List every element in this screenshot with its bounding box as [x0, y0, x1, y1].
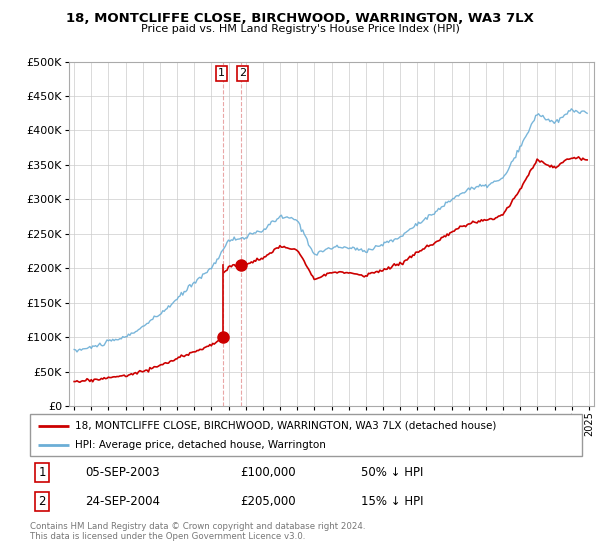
Text: Contains HM Land Registry data © Crown copyright and database right 2024.
This d: Contains HM Land Registry data © Crown c… — [30, 522, 365, 542]
Text: £100,000: £100,000 — [240, 465, 295, 479]
Text: 05-SEP-2003: 05-SEP-2003 — [85, 465, 160, 479]
Text: 1: 1 — [38, 465, 46, 479]
Text: 1: 1 — [218, 68, 225, 78]
Text: £205,000: £205,000 — [240, 495, 295, 508]
Text: 18, MONTCLIFFE CLOSE, BIRCHWOOD, WARRINGTON, WA3 7LX (detached house): 18, MONTCLIFFE CLOSE, BIRCHWOOD, WARRING… — [75, 421, 497, 431]
Text: 2: 2 — [239, 68, 246, 78]
Text: 24-SEP-2004: 24-SEP-2004 — [85, 495, 160, 508]
Text: Price paid vs. HM Land Registry's House Price Index (HPI): Price paid vs. HM Land Registry's House … — [140, 24, 460, 34]
Text: 18, MONTCLIFFE CLOSE, BIRCHWOOD, WARRINGTON, WA3 7LX: 18, MONTCLIFFE CLOSE, BIRCHWOOD, WARRING… — [66, 12, 534, 25]
Text: 2: 2 — [38, 495, 46, 508]
Text: HPI: Average price, detached house, Warrington: HPI: Average price, detached house, Warr… — [75, 440, 326, 450]
Text: 15% ↓ HPI: 15% ↓ HPI — [361, 495, 424, 508]
Text: 50% ↓ HPI: 50% ↓ HPI — [361, 465, 424, 479]
